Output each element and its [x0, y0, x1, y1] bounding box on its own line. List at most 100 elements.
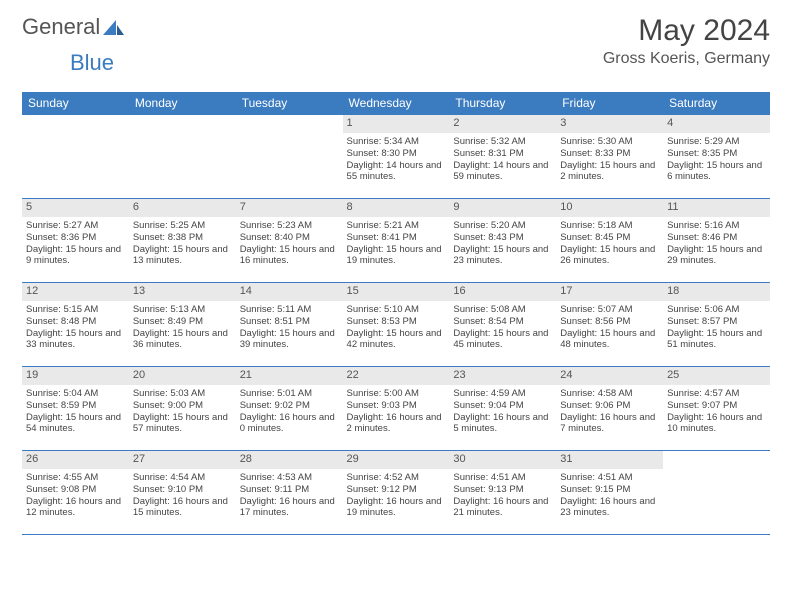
calendar-cell: 16Sunrise: 5:08 AMSunset: 8:54 PMDayligh…: [449, 282, 556, 366]
calendar-cell: 25Sunrise: 4:57 AMSunset: 9:07 PMDayligh…: [663, 366, 770, 450]
calendar-head: SundayMondayTuesdayWednesdayThursdayFrid…: [22, 92, 770, 114]
calendar-body: 1Sunrise: 5:34 AMSunset: 8:30 PMDaylight…: [22, 114, 770, 534]
calendar-cell: [663, 450, 770, 534]
weekday-header: Sunday: [22, 92, 129, 114]
day-number: 22: [343, 366, 450, 385]
day-details: Sunrise: 5:16 AMSunset: 8:46 PMDaylight:…: [663, 217, 770, 272]
location: Gross Koeris, Germany: [603, 50, 770, 68]
day-number: 4: [663, 114, 770, 133]
calendar-cell: 21Sunrise: 5:01 AMSunset: 9:02 PMDayligh…: [236, 366, 343, 450]
day-number: 27: [129, 450, 236, 469]
day-number: 24: [556, 366, 663, 385]
day-number-empty: [663, 450, 770, 469]
calendar-cell: 26Sunrise: 4:55 AMSunset: 9:08 PMDayligh…: [22, 450, 129, 534]
day-details: Sunrise: 5:01 AMSunset: 9:02 PMDaylight:…: [236, 385, 343, 440]
calendar-cell: 2Sunrise: 5:32 AMSunset: 8:31 PMDaylight…: [449, 114, 556, 198]
day-details: Sunrise: 5:25 AMSunset: 8:38 PMDaylight:…: [129, 217, 236, 272]
day-number: 30: [449, 450, 556, 469]
day-details: Sunrise: 5:29 AMSunset: 8:35 PMDaylight:…: [663, 133, 770, 188]
calendar-cell: [236, 114, 343, 198]
calendar-cell: 11Sunrise: 5:16 AMSunset: 8:46 PMDayligh…: [663, 198, 770, 282]
day-number: 5: [22, 198, 129, 217]
weekday-header: Tuesday: [236, 92, 343, 114]
day-number: 20: [129, 366, 236, 385]
day-number: 15: [343, 282, 450, 301]
day-number: 2: [449, 114, 556, 133]
day-number: 12: [22, 282, 129, 301]
day-number: 9: [449, 198, 556, 217]
calendar-cell: 14Sunrise: 5:11 AMSunset: 8:51 PMDayligh…: [236, 282, 343, 366]
day-details: Sunrise: 5:04 AMSunset: 8:59 PMDaylight:…: [22, 385, 129, 440]
weekday-header: Wednesday: [343, 92, 450, 114]
weekday-header: Thursday: [449, 92, 556, 114]
day-details: Sunrise: 4:58 AMSunset: 9:06 PMDaylight:…: [556, 385, 663, 440]
logo: General: [22, 14, 125, 40]
day-number: 25: [663, 366, 770, 385]
calendar-cell: [22, 114, 129, 198]
day-number-empty: [236, 114, 343, 133]
calendar-cell: 5Sunrise: 5:27 AMSunset: 8:36 PMDaylight…: [22, 198, 129, 282]
day-details: Sunrise: 5:18 AMSunset: 8:45 PMDaylight:…: [556, 217, 663, 272]
day-number: 29: [343, 450, 450, 469]
calendar-cell: 27Sunrise: 4:54 AMSunset: 9:10 PMDayligh…: [129, 450, 236, 534]
day-number: 21: [236, 366, 343, 385]
logo-text-1: General: [22, 14, 100, 40]
day-number: 26: [22, 450, 129, 469]
day-number: 3: [556, 114, 663, 133]
calendar-cell: 10Sunrise: 5:18 AMSunset: 8:45 PMDayligh…: [556, 198, 663, 282]
day-number: 8: [343, 198, 450, 217]
day-number: 28: [236, 450, 343, 469]
day-details: Sunrise: 4:51 AMSunset: 9:15 PMDaylight:…: [556, 469, 663, 524]
calendar-cell: 15Sunrise: 5:10 AMSunset: 8:53 PMDayligh…: [343, 282, 450, 366]
day-number: 13: [129, 282, 236, 301]
calendar-cell: [129, 114, 236, 198]
calendar-cell: 29Sunrise: 4:52 AMSunset: 9:12 PMDayligh…: [343, 450, 450, 534]
day-number: 11: [663, 198, 770, 217]
day-number: 14: [236, 282, 343, 301]
calendar-cell: 20Sunrise: 5:03 AMSunset: 9:00 PMDayligh…: [129, 366, 236, 450]
day-number: 10: [556, 198, 663, 217]
day-details: Sunrise: 5:06 AMSunset: 8:57 PMDaylight:…: [663, 301, 770, 356]
day-number-empty: [22, 114, 129, 133]
calendar-cell: 31Sunrise: 4:51 AMSunset: 9:15 PMDayligh…: [556, 450, 663, 534]
day-details: Sunrise: 4:51 AMSunset: 9:13 PMDaylight:…: [449, 469, 556, 524]
day-details: Sunrise: 5:21 AMSunset: 8:41 PMDaylight:…: [343, 217, 450, 272]
calendar-cell: 6Sunrise: 5:25 AMSunset: 8:38 PMDaylight…: [129, 198, 236, 282]
day-details: Sunrise: 5:10 AMSunset: 8:53 PMDaylight:…: [343, 301, 450, 356]
day-details: Sunrise: 4:55 AMSunset: 9:08 PMDaylight:…: [22, 469, 129, 524]
day-details: Sunrise: 5:00 AMSunset: 9:03 PMDaylight:…: [343, 385, 450, 440]
day-details: Sunrise: 5:34 AMSunset: 8:30 PMDaylight:…: [343, 133, 450, 188]
day-number: 31: [556, 450, 663, 469]
day-details: Sunrise: 5:30 AMSunset: 8:33 PMDaylight:…: [556, 133, 663, 188]
day-details: Sunrise: 5:23 AMSunset: 8:40 PMDaylight:…: [236, 217, 343, 272]
calendar-cell: 1Sunrise: 5:34 AMSunset: 8:30 PMDaylight…: [343, 114, 450, 198]
day-details: Sunrise: 4:57 AMSunset: 9:07 PMDaylight:…: [663, 385, 770, 440]
calendar-cell: 8Sunrise: 5:21 AMSunset: 8:41 PMDaylight…: [343, 198, 450, 282]
day-details: Sunrise: 4:54 AMSunset: 9:10 PMDaylight:…: [129, 469, 236, 524]
calendar-cell: 24Sunrise: 4:58 AMSunset: 9:06 PMDayligh…: [556, 366, 663, 450]
day-details: Sunrise: 5:13 AMSunset: 8:49 PMDaylight:…: [129, 301, 236, 356]
day-number: 17: [556, 282, 663, 301]
calendar-cell: 13Sunrise: 5:13 AMSunset: 8:49 PMDayligh…: [129, 282, 236, 366]
calendar-cell: 12Sunrise: 5:15 AMSunset: 8:48 PMDayligh…: [22, 282, 129, 366]
calendar-cell: 22Sunrise: 5:00 AMSunset: 9:03 PMDayligh…: [343, 366, 450, 450]
calendar-cell: 17Sunrise: 5:07 AMSunset: 8:56 PMDayligh…: [556, 282, 663, 366]
day-details: Sunrise: 5:20 AMSunset: 8:43 PMDaylight:…: [449, 217, 556, 272]
day-number: 6: [129, 198, 236, 217]
logo-sail-icon: [103, 19, 125, 37]
day-number: 7: [236, 198, 343, 217]
calendar-cell: 23Sunrise: 4:59 AMSunset: 9:04 PMDayligh…: [449, 366, 556, 450]
calendar-cell: 4Sunrise: 5:29 AMSunset: 8:35 PMDaylight…: [663, 114, 770, 198]
logo-text-2: Blue: [70, 50, 114, 76]
weekday-header: Friday: [556, 92, 663, 114]
day-details: Sunrise: 5:15 AMSunset: 8:48 PMDaylight:…: [22, 301, 129, 356]
day-details: Sunrise: 5:07 AMSunset: 8:56 PMDaylight:…: [556, 301, 663, 356]
calendar-cell: 9Sunrise: 5:20 AMSunset: 8:43 PMDaylight…: [449, 198, 556, 282]
weekday-header: Monday: [129, 92, 236, 114]
day-number: 19: [22, 366, 129, 385]
page-title: May 2024: [603, 14, 770, 48]
day-details: Sunrise: 5:27 AMSunset: 8:36 PMDaylight:…: [22, 217, 129, 272]
day-number: 16: [449, 282, 556, 301]
day-number: 18: [663, 282, 770, 301]
calendar-cell: 19Sunrise: 5:04 AMSunset: 8:59 PMDayligh…: [22, 366, 129, 450]
